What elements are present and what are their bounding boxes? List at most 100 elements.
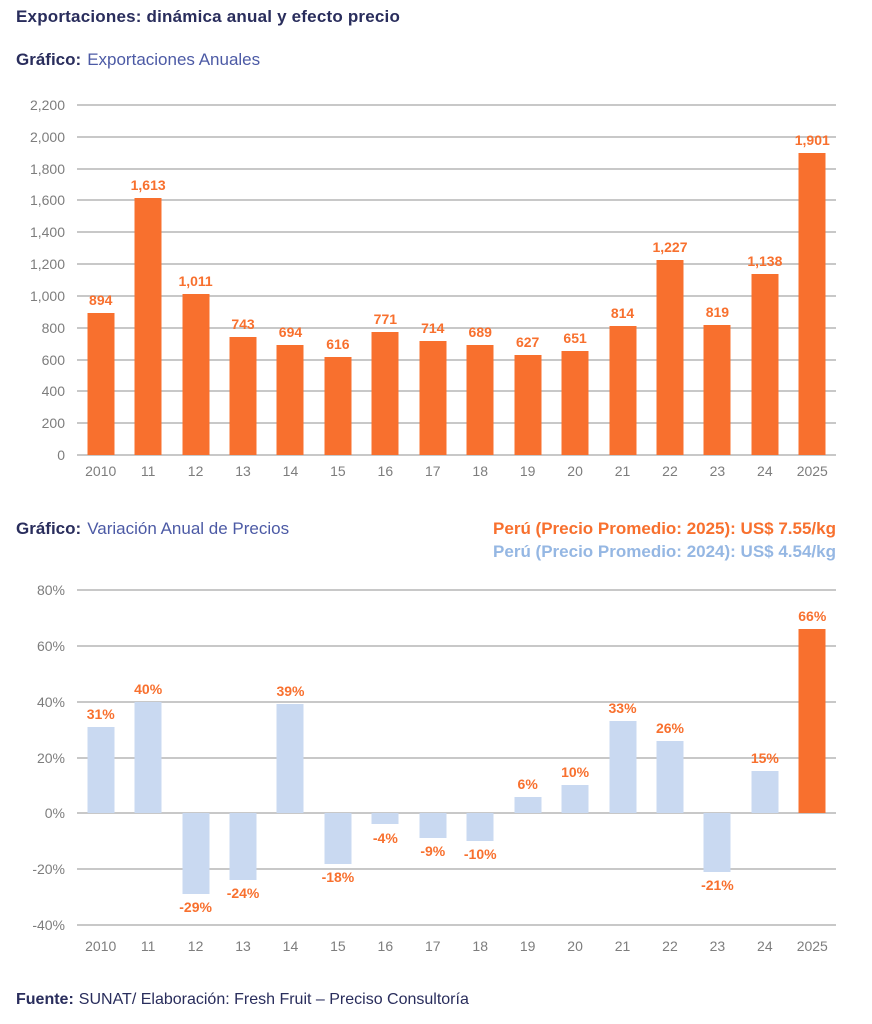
bar-column: 26% <box>646 590 693 925</box>
bar-column: 31% <box>77 590 124 925</box>
bar-21 <box>609 721 637 814</box>
bar-value-label: 39% <box>276 683 305 700</box>
x-axis-tick-label: 17 <box>424 938 441 954</box>
bar-value-label: 814 <box>610 304 635 321</box>
bar-value-label: 1,138 <box>747 252 783 269</box>
gridline <box>77 263 836 266</box>
bar-15 <box>324 813 352 864</box>
chart1-heading: Gráfico: Exportaciones Anuales <box>16 50 260 70</box>
x-axis-tick-label: 12 <box>187 938 204 954</box>
bar-value-label: 616 <box>326 336 350 352</box>
x-axis-tick-label: 19 <box>519 938 536 954</box>
bar-value-label: 40% <box>134 680 163 697</box>
bar-16 <box>371 813 399 825</box>
bar-value-label: 714 <box>421 320 445 337</box>
bar-value-label: 1,613 <box>130 177 166 194</box>
price-annotations: Perú (Precio Promedio: 2025): US$ 7.55/k… <box>493 517 836 563</box>
x-axis-tick-label: 19 <box>519 463 536 479</box>
bar-24 <box>751 771 779 814</box>
gridline <box>77 700 836 703</box>
bar-column: 1,138 <box>741 105 788 455</box>
source-note-text: SUNAT/ Elaboración: Fresh Fruit – Precis… <box>78 991 469 1008</box>
bar-column: 6% <box>504 590 551 925</box>
source-note: Fuente: SUNAT/ Elaboración: Fresh Fruit –… <box>16 991 469 1009</box>
bar-16 <box>371 332 399 455</box>
x-axis-tick-label: 14 <box>282 463 299 479</box>
x-axis: 2010 11 12 13 14 15 16 17 18 19 20 21 22 23 24 2025 <box>77 463 836 479</box>
bar-11 <box>134 198 162 455</box>
bar-value-label: -18% <box>321 868 355 885</box>
bar-2010 <box>87 726 115 814</box>
x-axis-tick-label: 13 <box>235 463 251 479</box>
chart2-heading-title: Variación Anual de Precios <box>87 519 290 538</box>
bar-12 <box>182 813 210 895</box>
y-axis-tick-label: 20% <box>36 749 65 766</box>
x-axis-tick-label: 23 <box>709 938 726 954</box>
gridline <box>77 390 836 393</box>
y-axis-tick-label: 0 <box>57 447 65 463</box>
bar-23 <box>703 324 731 455</box>
bar-20 <box>561 785 589 814</box>
bar-column: 15% <box>741 590 788 925</box>
bar-value-label: 819 <box>705 303 730 320</box>
bar-value-label: -9% <box>420 843 446 860</box>
bar-value-label: -4% <box>372 829 398 846</box>
bar-value-label: 771 <box>373 311 398 328</box>
bar-24 <box>751 273 779 455</box>
y-axis-tick-label: 400 <box>41 383 65 400</box>
bar-column: -24% <box>219 590 266 925</box>
gridline <box>77 104 836 106</box>
x-axis-tick-label: 21 <box>614 938 631 954</box>
bar-column: 40% <box>124 590 171 925</box>
y-axis-tick-label: 1,600 <box>29 192 65 209</box>
x-axis-tick-label: 2025 <box>796 938 828 954</box>
gridline <box>77 294 836 297</box>
x-axis-tick-label: 13 <box>235 938 251 954</box>
bar-column: 771 <box>362 105 409 455</box>
x-axis-tick-label: 18 <box>472 463 488 479</box>
plot-area: 894 1,613 1,011 743 694 616 771 714 689 627 651 814… <box>77 105 836 455</box>
gridline <box>77 756 836 759</box>
bar-23 <box>703 813 731 872</box>
bar-column: -21% <box>694 590 741 925</box>
annual-exports-bar-chart: 2,200 2,000 1,800 1,600 1,400 1,200 1,000 800 60… <box>30 97 836 479</box>
y-axis-tick-label: 800 <box>41 319 65 336</box>
bar-column: 651 <box>551 105 598 455</box>
chart2-heading: Gráfico: Variación Anual de Precios <box>16 519 289 539</box>
bar-value-label: 6% <box>517 775 538 792</box>
bar-value-label: -21% <box>701 876 734 893</box>
bar-column: 689 <box>457 105 504 455</box>
x-axis-tick-label: 11 <box>140 938 156 954</box>
x-axis-tick-label: 2010 <box>85 463 117 479</box>
x-axis-tick-label: 17 <box>424 463 441 479</box>
bar-13 <box>229 336 257 455</box>
bar-value-label: 66% <box>798 608 827 625</box>
y-axis-tick-label: 600 <box>41 351 65 368</box>
bar-value-label: 1,011 <box>178 273 213 290</box>
bar-column: 66% <box>789 590 836 925</box>
bar-15 <box>324 357 352 455</box>
y-axis-tick-label: 0% <box>44 805 65 822</box>
bar-value-label: -24% <box>226 885 260 902</box>
bar-column: 814 <box>599 105 646 455</box>
y-axis-tick-label: -40% <box>32 917 65 933</box>
bar-value-label: 10% <box>561 764 590 781</box>
price-variation-bar-chart: 80% 60% 40% 20% 0% -20% -40% 31% 40% -29% -24% 39% -… <box>32 582 836 954</box>
bar-column: 33% <box>599 590 646 925</box>
x-axis-tick-label: 21 <box>614 463 631 479</box>
avg-price-2025-annotation: Perú (Precio Promedio: 2025): US$ 7.55/k… <box>493 519 836 538</box>
y-axis-tick-label: 1,000 <box>29 287 65 304</box>
bar-value-label: 651 <box>563 330 587 347</box>
bar-20 <box>561 351 589 455</box>
gridline <box>77 326 836 329</box>
gridline <box>77 812 836 815</box>
bar-value-label: 26% <box>655 719 684 736</box>
bar-14 <box>276 704 304 814</box>
y-axis-tick-label: 200 <box>41 415 65 432</box>
bar-value-label: 689 <box>468 324 492 341</box>
x-axis-tick-label: 15 <box>330 938 346 954</box>
bar-2025 <box>798 629 826 814</box>
gridline <box>77 358 836 361</box>
x-axis-tick-label: 12 <box>187 463 204 479</box>
